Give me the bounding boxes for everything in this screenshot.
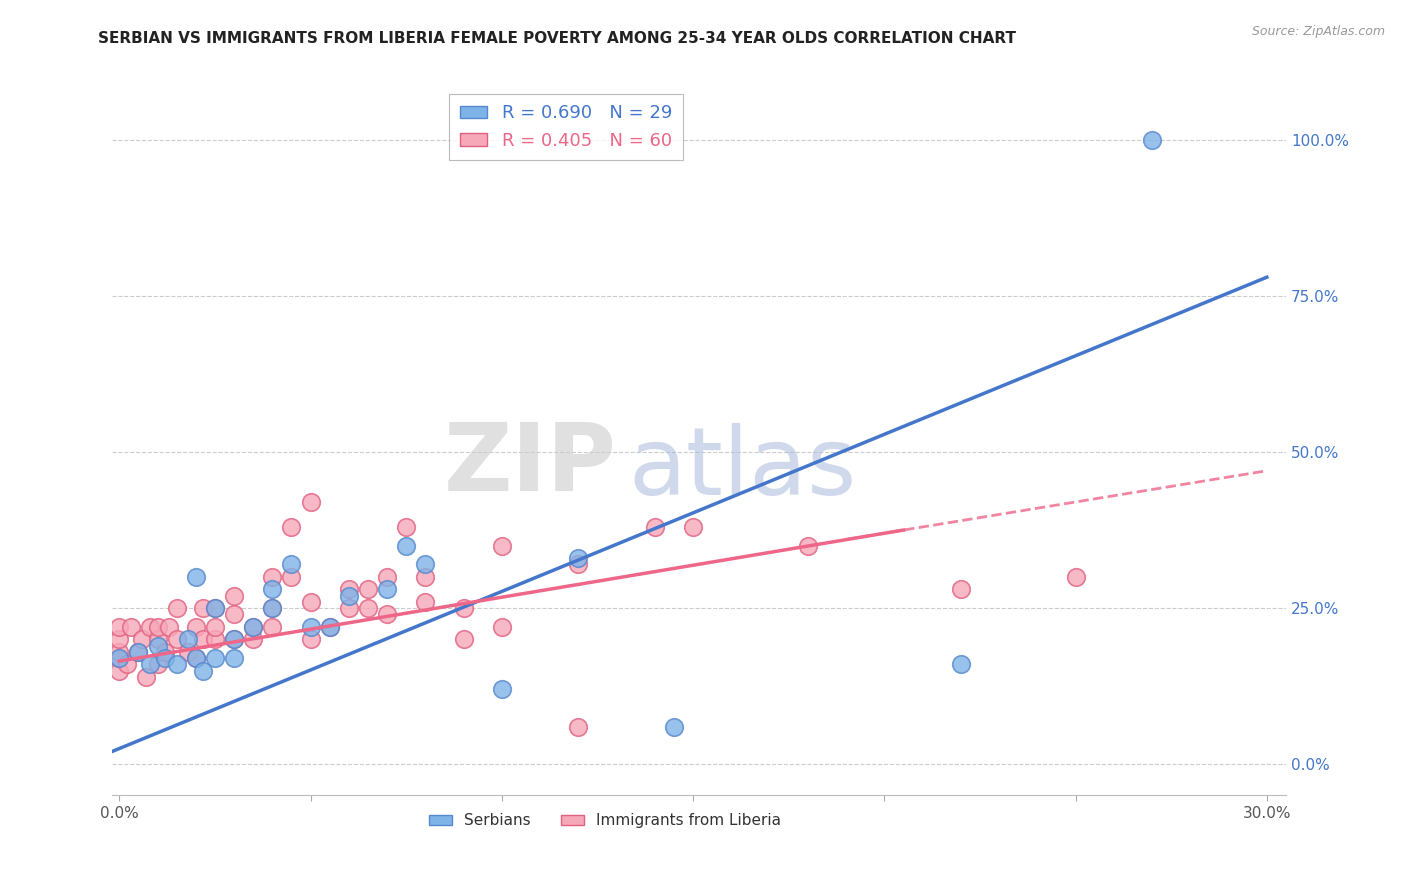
Point bbox=[491, 539, 513, 553]
Point bbox=[108, 651, 131, 665]
Point bbox=[108, 632, 131, 647]
Point bbox=[491, 682, 513, 697]
Point bbox=[177, 645, 200, 659]
Point bbox=[193, 632, 215, 647]
Point bbox=[491, 620, 513, 634]
Point bbox=[120, 620, 142, 634]
Point bbox=[375, 570, 398, 584]
Point bbox=[153, 645, 176, 659]
Point bbox=[242, 632, 264, 647]
Point bbox=[146, 657, 169, 672]
Point bbox=[662, 720, 685, 734]
Point bbox=[1064, 570, 1087, 584]
Point bbox=[453, 601, 475, 615]
Point bbox=[280, 520, 302, 534]
Point bbox=[177, 632, 200, 647]
Text: ZIP: ZIP bbox=[444, 419, 617, 511]
Point bbox=[108, 651, 131, 665]
Point bbox=[157, 620, 180, 634]
Point bbox=[222, 607, 245, 622]
Point bbox=[262, 620, 284, 634]
Point bbox=[153, 651, 176, 665]
Point bbox=[146, 639, 169, 653]
Point bbox=[139, 657, 162, 672]
Point bbox=[337, 582, 360, 597]
Point bbox=[127, 645, 149, 659]
Point bbox=[127, 645, 149, 659]
Point bbox=[262, 601, 284, 615]
Point bbox=[166, 657, 188, 672]
Point bbox=[204, 632, 226, 647]
Point bbox=[567, 551, 589, 566]
Text: SERBIAN VS IMMIGRANTS FROM LIBERIA FEMALE POVERTY AMONG 25-34 YEAR OLDS CORRELAT: SERBIAN VS IMMIGRANTS FROM LIBERIA FEMAL… bbox=[98, 31, 1017, 46]
Point bbox=[146, 632, 169, 647]
Point bbox=[644, 520, 666, 534]
Point bbox=[299, 495, 322, 509]
Point bbox=[280, 570, 302, 584]
Point bbox=[193, 664, 215, 678]
Point bbox=[337, 589, 360, 603]
Point bbox=[222, 632, 245, 647]
Point bbox=[262, 570, 284, 584]
Point bbox=[131, 632, 153, 647]
Text: atlas: atlas bbox=[628, 423, 856, 515]
Point bbox=[682, 520, 704, 534]
Point bbox=[318, 620, 340, 634]
Point bbox=[567, 720, 589, 734]
Point bbox=[108, 664, 131, 678]
Text: Source: ZipAtlas.com: Source: ZipAtlas.com bbox=[1251, 25, 1385, 38]
Point bbox=[395, 520, 418, 534]
Point bbox=[115, 657, 138, 672]
Point bbox=[108, 645, 131, 659]
Point bbox=[299, 620, 322, 634]
Point bbox=[395, 539, 418, 553]
Point bbox=[299, 632, 322, 647]
Point bbox=[797, 539, 820, 553]
Point bbox=[135, 670, 157, 684]
Point bbox=[357, 582, 380, 597]
Point bbox=[204, 651, 226, 665]
Point bbox=[108, 620, 131, 634]
Point bbox=[262, 582, 284, 597]
Point bbox=[299, 595, 322, 609]
Point bbox=[337, 601, 360, 615]
Point bbox=[166, 601, 188, 615]
Point bbox=[242, 620, 264, 634]
Point bbox=[453, 632, 475, 647]
Point bbox=[413, 570, 436, 584]
Point bbox=[184, 620, 207, 634]
Point bbox=[949, 657, 972, 672]
Point bbox=[375, 582, 398, 597]
Point bbox=[949, 582, 972, 597]
Point bbox=[204, 601, 226, 615]
Point bbox=[166, 632, 188, 647]
Point bbox=[357, 601, 380, 615]
Point bbox=[280, 558, 302, 572]
Point bbox=[222, 589, 245, 603]
Point bbox=[242, 620, 264, 634]
Point bbox=[204, 601, 226, 615]
Point bbox=[262, 601, 284, 615]
Point bbox=[184, 651, 207, 665]
Point bbox=[222, 632, 245, 647]
Point bbox=[318, 620, 340, 634]
Point bbox=[184, 570, 207, 584]
Point bbox=[567, 558, 589, 572]
Point bbox=[375, 607, 398, 622]
Legend: Serbians, Immigrants from Liberia: Serbians, Immigrants from Liberia bbox=[423, 807, 787, 834]
Point bbox=[139, 620, 162, 634]
Point bbox=[146, 620, 169, 634]
Point bbox=[184, 651, 207, 665]
Point bbox=[193, 601, 215, 615]
Point bbox=[204, 620, 226, 634]
Point bbox=[222, 651, 245, 665]
Point bbox=[1140, 133, 1163, 147]
Point bbox=[413, 558, 436, 572]
Point bbox=[413, 595, 436, 609]
